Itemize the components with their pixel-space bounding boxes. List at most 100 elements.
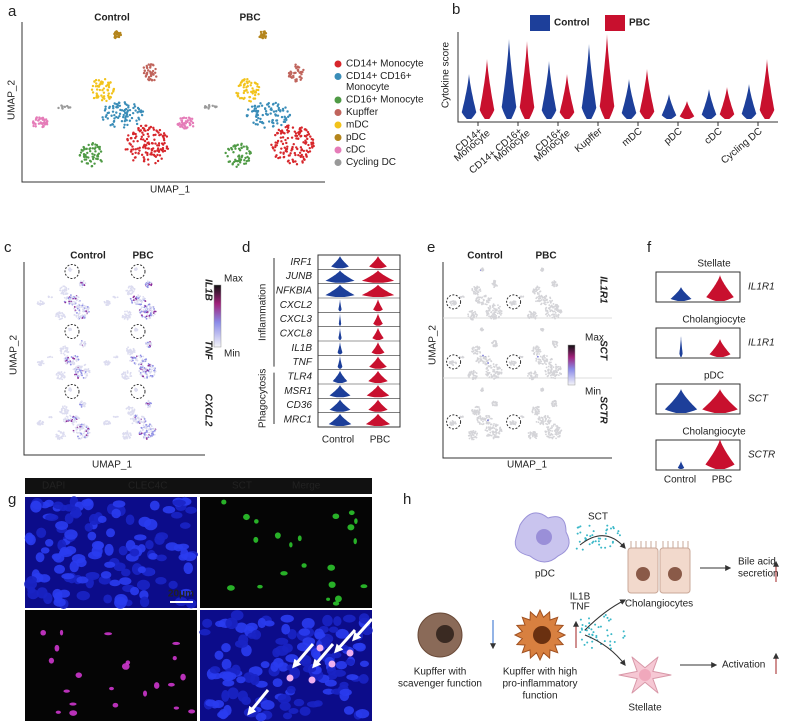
plot-frame: [655, 327, 741, 359]
cell-dot: [128, 142, 131, 145]
cell-dot: [247, 108, 250, 111]
cell-dot: [488, 422, 491, 424]
legend-swatch: [334, 159, 342, 166]
cell-dot: [150, 307, 153, 310]
channel-bar: [25, 478, 372, 494]
cell-dot: [145, 66, 149, 70]
cell-dot: [144, 436, 147, 439]
cell-dot: [547, 313, 550, 316]
panel-label: e: [427, 239, 435, 256]
cell-dot: [252, 97, 255, 100]
cell-dot: [488, 299, 491, 302]
nucleus: [214, 650, 224, 660]
nucleus: [100, 571, 112, 579]
cell-dot: [551, 316, 554, 319]
cell-dot: [253, 91, 257, 94]
cell-dot: [271, 103, 275, 106]
cell-dot: [531, 410, 534, 413]
cell-dot: [78, 423, 81, 426]
violin: [621, 79, 637, 119]
cell-dot: [485, 373, 487, 376]
cell-dot: [79, 151, 83, 154]
cell-dot: [77, 435, 79, 438]
nucleus: [293, 698, 305, 707]
cell-dot: [554, 311, 557, 314]
cell-dot: [139, 354, 142, 357]
cell-dot: [295, 67, 298, 70]
nucleus: [103, 594, 113, 604]
nucleus: [59, 629, 64, 636]
cell-dot: [58, 312, 61, 315]
cell-dot: [85, 424, 88, 427]
signal-dot: [609, 647, 612, 650]
cell-dot: [78, 154, 82, 157]
cell-dot: [66, 347, 69, 349]
cell-dot: [122, 433, 125, 436]
cell-dot: [84, 282, 87, 285]
cell-dot: [65, 359, 68, 362]
x-label: Control: [322, 435, 354, 446]
cell-dot: [153, 150, 156, 153]
cell-dot: [47, 356, 49, 359]
cell-dot: [84, 436, 86, 438]
cell-dot: [106, 117, 109, 120]
cell-dot: [241, 154, 244, 158]
cell-dot: [487, 365, 490, 367]
highlight-circle: [64, 324, 80, 339]
cell-dot: [531, 409, 534, 412]
group-label: Inflammation: [258, 284, 269, 341]
cell-dot: [472, 411, 475, 413]
cell-dot: [490, 423, 493, 426]
cell-dot: [479, 288, 482, 291]
cell-dot: [84, 341, 86, 343]
cell-dot: [139, 421, 141, 423]
cell-dot: [556, 283, 558, 286]
cell-dot: [123, 101, 126, 104]
cell-dot: [154, 155, 158, 158]
cell-dot: [292, 143, 295, 146]
cell-dot: [85, 430, 88, 433]
cell-dot: [35, 116, 39, 119]
cell-dot: [260, 104, 264, 107]
cell-dot: [142, 71, 146, 75]
cell-dot: [529, 432, 532, 435]
cell-dot: [129, 313, 132, 316]
cell-dot: [81, 305, 83, 308]
cell-dot: [150, 151, 153, 154]
cell-dot: [141, 358, 144, 361]
cell-dot: [38, 118, 41, 121]
cell-dot: [496, 376, 499, 379]
cell-dot: [141, 428, 144, 431]
cell-dot: [180, 119, 183, 122]
nucleus: [299, 706, 311, 716]
cell-dot: [57, 374, 60, 377]
cell-dot: [130, 116, 134, 120]
cell-dot: [311, 142, 314, 145]
cell-dot: [130, 285, 133, 288]
cell-dot: [452, 300, 455, 302]
cell-dot: [191, 125, 195, 128]
cell-dot: [529, 374, 532, 377]
cell-dot: [495, 425, 497, 428]
cell-dot: [132, 106, 135, 110]
cell-dot: [492, 370, 494, 373]
cell-dot: [482, 354, 484, 357]
cell-dot: [151, 311, 153, 314]
panel-label: b: [452, 1, 460, 18]
signal-dot: [599, 625, 602, 628]
cell-dot: [100, 160, 103, 163]
cell-dot: [74, 419, 76, 421]
cell-dot: [450, 361, 452, 364]
cell-dot: [487, 423, 490, 425]
cell-dot: [141, 146, 145, 149]
cell-dot: [147, 163, 150, 166]
cell-dot: [83, 304, 86, 307]
cell-dot: [85, 147, 88, 151]
cell-dot: [245, 86, 248, 89]
cell-dot: [487, 301, 490, 304]
cell-dot: [149, 372, 151, 374]
cell-dot: [550, 433, 553, 436]
cell-dot: [131, 422, 134, 425]
signal-dot: [581, 548, 584, 551]
cell-dot: [85, 426, 88, 429]
